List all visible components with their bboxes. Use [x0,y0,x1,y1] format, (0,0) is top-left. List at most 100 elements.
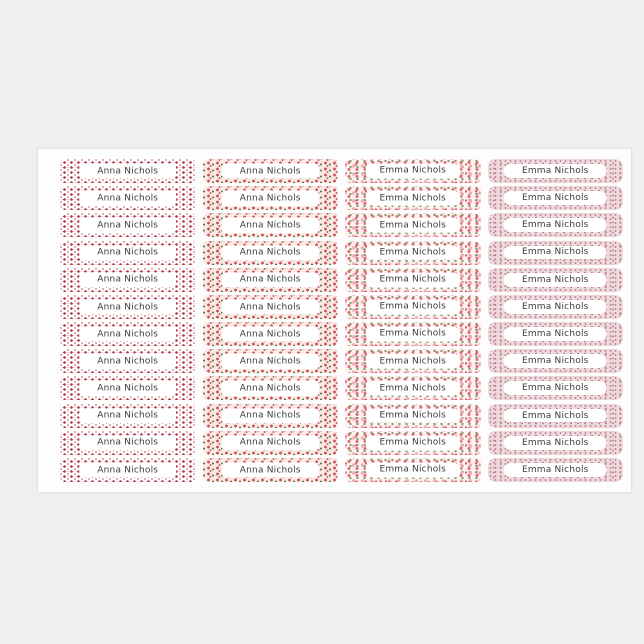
name-label-text: Anna Nichols [78,326,177,342]
name-label: Emma Nichols [345,349,481,374]
name-label-text: Anna Nichols [221,435,320,451]
name-label: Anna Nichols [60,159,196,183]
name-label: Emma Nichols [487,267,623,292]
name-label: Anna Nichols [202,322,338,347]
name-label: Emma Nichols [345,240,481,265]
name-label-text: Anna Nichols [221,353,320,369]
name-label-text: Emma Nichols [503,354,607,369]
name-label-text: Anna Nichols [78,217,177,234]
name-label: Emma Nichols [487,349,623,374]
name-label: Anna Nichols [60,349,196,374]
name-label-text: Emma Nichols [503,327,607,341]
name-label: Emma Nichols [487,322,623,347]
name-label-text: Emma Nichols [365,353,461,369]
name-label-text: Emma Nichols [365,217,461,233]
name-label-text: Emma Nichols [365,462,461,478]
name-label: Anna Nichols [202,294,338,319]
name-label-text: Emma Nichols [503,299,607,314]
label-sheet: Anna Nichols Anna Nichols Anna Nichols Anna… [37,148,632,493]
name-label-text: Anna Nichols [221,190,320,206]
label-column-4: Emma Nichols Emma Nichols Emma Nichols Emma… [487,159,623,482]
name-label: Anna Nichols [60,186,196,211]
name-label: Anna Nichols [202,376,338,401]
name-label: Anna Nichols [202,430,338,455]
name-label-text: Anna Nichols [221,326,320,342]
name-label: Anna Nichols [60,430,196,455]
name-label-text: Emma Nichols [365,326,461,342]
name-label: Emma Nichols [487,376,623,401]
name-label-text: Emma Nichols [503,408,607,423]
name-label-text: Anna Nichols [78,462,177,478]
name-label: Anna Nichols [60,457,196,482]
name-label: Emma Nichols [487,186,623,211]
name-label-text: Anna Nichols [221,462,320,478]
name-label: Anna Nichols [202,457,338,482]
name-label-text: Anna Nichols [221,272,320,288]
name-label-text: Anna Nichols [78,244,177,261]
name-label-text: Anna Nichols [78,353,177,369]
name-label: Anna Nichols [202,403,338,428]
name-label: Emma Nichols [345,213,481,238]
name-label-text: Emma Nichols [503,191,607,206]
name-label: Emma Nichols [345,159,481,183]
name-label-text: Anna Nichols [221,407,320,424]
name-label-text: Emma Nichols [365,299,461,315]
name-label: Emma Nichols [345,322,481,347]
name-label-text: Anna Nichols [78,380,177,397]
name-label-text: Emma Nichols [503,435,607,450]
name-label: Emma Nichols [487,403,623,428]
name-label: Emma Nichols [345,267,481,292]
name-label: Emma Nichols [345,403,481,428]
name-label: Emma Nichols [345,457,481,482]
name-label: Anna Nichols [202,349,338,374]
name-label-text: Anna Nichols [78,435,177,451]
name-label-text: Emma Nichols [503,272,607,287]
name-label: Emma Nichols [487,294,623,319]
name-label-text: Emma Nichols [365,380,461,396]
name-label-text: Emma Nichols [503,164,607,178]
name-label: Anna Nichols [60,322,196,347]
name-label-text: Anna Nichols [78,272,177,288]
name-label: Emma Nichols [345,430,481,455]
name-label: Emma Nichols [345,186,481,211]
name-label-text: Anna Nichols [221,244,320,261]
name-label: Anna Nichols [60,376,196,401]
name-label-text: Emma Nichols [503,218,607,233]
name-label: Emma Nichols [345,376,481,401]
label-column-1: Anna Nichols Anna Nichols Anna Nichols Anna… [60,159,196,482]
name-label: Emma Nichols [487,159,623,183]
name-label-text: Anna Nichols [78,190,177,206]
name-label: Anna Nichols [60,403,196,428]
name-label: Emma Nichols [487,430,623,455]
label-column-2: Anna Nichols Anna Nichols Anna Nichols Anna… [202,159,338,482]
name-label-text: Anna Nichols [221,380,320,397]
name-label: Anna Nichols [202,240,338,265]
name-label: Emma Nichols [487,240,623,265]
name-label-text: Emma Nichols [365,435,461,451]
name-label: Anna Nichols [60,213,196,238]
name-label: Emma Nichols [487,213,623,238]
name-label-text: Anna Nichols [221,163,320,179]
name-label-text: Anna Nichols [78,299,177,315]
name-label: Anna Nichols [60,294,196,319]
name-label: Emma Nichols [487,457,623,482]
name-label-text: Emma Nichols [503,381,607,396]
name-label: Anna Nichols [202,159,338,183]
name-label: Anna Nichols [202,186,338,211]
name-label-text: Anna Nichols [78,163,177,179]
name-label-text: Emma Nichols [365,408,461,423]
label-column-3: Emma Nichols Emma Nichols Emma Nichols Emma… [345,159,481,482]
name-label-text: Anna Nichols [221,217,320,234]
name-label-text: Emma Nichols [365,245,461,260]
name-label-text: Emma Nichols [365,272,461,288]
name-label-text: Anna Nichols [221,299,320,315]
name-label: Anna Nichols [60,240,196,265]
name-label-text: Emma Nichols [503,245,607,260]
name-label: Anna Nichols [60,267,196,292]
name-label: Anna Nichols [202,213,338,238]
name-label-text: Emma Nichols [503,462,607,477]
name-label-text: Anna Nichols [78,407,177,424]
name-label-text: Emma Nichols [365,163,461,179]
name-label: Anna Nichols [202,267,338,292]
